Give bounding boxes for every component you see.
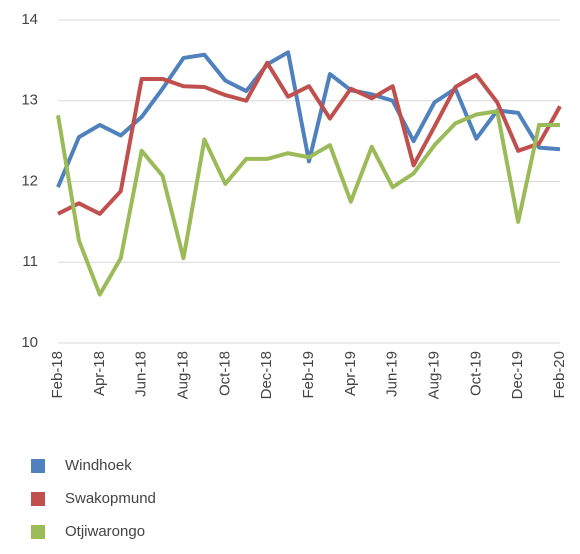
x-tick-label: Dec-19	[509, 351, 526, 399]
y-tick-label: 13	[21, 92, 38, 109]
x-tick-label: Feb-20	[551, 351, 568, 399]
x-tick-label: Feb-18	[49, 351, 66, 399]
y-tick-label: 10	[21, 334, 38, 351]
x-tick-label: Apr-18	[91, 351, 108, 396]
x-tick-label: Apr-19	[342, 351, 359, 396]
x-tick-label: Oct-18	[216, 351, 233, 396]
legend-label: Windhoek	[65, 457, 132, 474]
x-tick-label: Jun-18	[133, 351, 150, 397]
x-tick-label: Oct-19	[467, 351, 484, 396]
y-tick-label: 12	[21, 172, 38, 189]
x-tick-label: Dec-18	[258, 351, 275, 399]
legend-label: Swakopmund	[65, 490, 156, 507]
y-tick-label: 14	[21, 11, 38, 28]
series-line	[57, 60, 562, 216]
y-tick-label: 11	[22, 253, 38, 270]
legend-swatch	[31, 492, 45, 506]
legend-swatch	[31, 525, 45, 539]
legend-label: Otjiwarongo	[65, 523, 145, 540]
x-tick-label: Aug-18	[174, 351, 191, 399]
x-tick-label: Aug-19	[425, 351, 442, 399]
legend-swatch	[31, 459, 45, 473]
x-tick-label: Feb-19	[300, 351, 317, 399]
series-line	[56, 50, 561, 188]
x-tick-label: Jun-19	[384, 351, 401, 397]
series-line	[56, 109, 560, 297]
